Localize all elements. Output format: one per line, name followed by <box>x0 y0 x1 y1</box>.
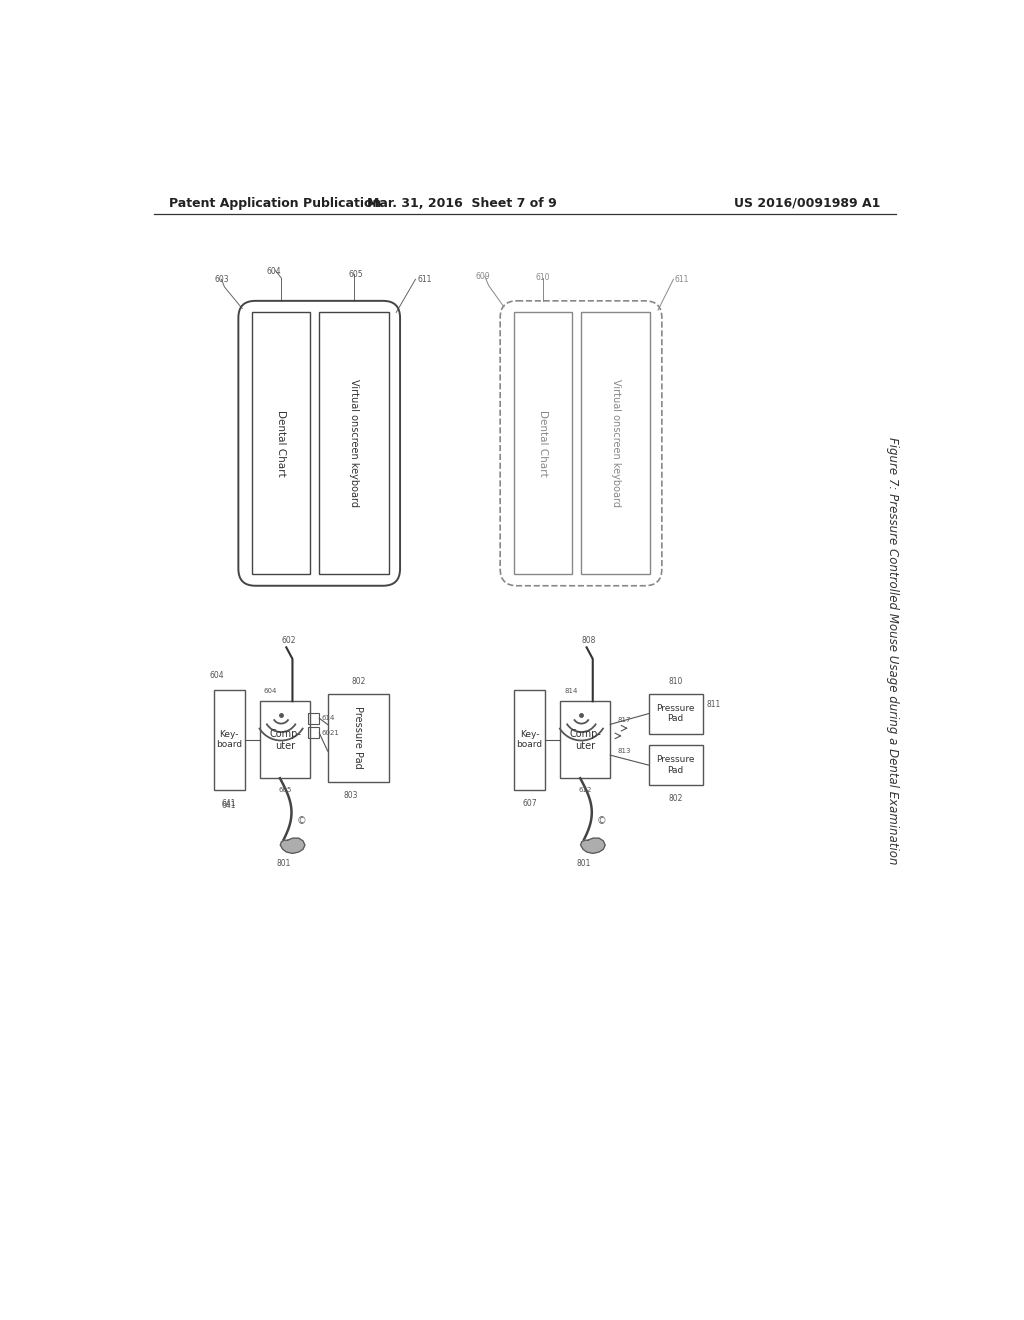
Text: 614: 614 <box>322 715 335 721</box>
Text: 641: 641 <box>222 800 237 809</box>
Text: 612: 612 <box>579 788 592 793</box>
Polygon shape <box>281 838 305 854</box>
Text: Figure 7: Pressure Controlled Mouse Usage during a Dental Examination: Figure 7: Pressure Controlled Mouse Usag… <box>887 437 899 865</box>
Text: Pressure
Pad: Pressure Pad <box>656 704 695 723</box>
Text: 801: 801 <box>276 859 291 869</box>
Text: US 2016/0091989 A1: US 2016/0091989 A1 <box>734 197 881 210</box>
Text: 803: 803 <box>343 792 358 800</box>
Bar <box>514 689 545 789</box>
Text: Comp-
uter: Comp- uter <box>269 729 301 751</box>
Text: Pressure Pad: Pressure Pad <box>353 706 364 770</box>
Text: 610: 610 <box>536 273 550 282</box>
Polygon shape <box>581 838 605 854</box>
Text: Key-
board: Key- board <box>516 730 543 750</box>
Text: Dental Chart: Dental Chart <box>276 411 286 477</box>
Bar <box>560 701 610 779</box>
Bar <box>308 727 319 738</box>
Bar <box>319 313 388 574</box>
Text: 602: 602 <box>282 636 296 645</box>
Bar <box>649 693 702 734</box>
Text: Pressure
Pad: Pressure Pad <box>656 755 695 775</box>
Text: 802: 802 <box>351 677 366 686</box>
Bar <box>252 313 310 574</box>
Text: ©: © <box>597 816 606 825</box>
Text: ©: © <box>297 816 306 825</box>
Text: 641: 641 <box>222 799 237 808</box>
Text: 603: 603 <box>214 275 228 284</box>
Text: Comp-
uter: Comp- uter <box>569 729 601 751</box>
Text: 611: 611 <box>417 275 431 284</box>
Text: 6021: 6021 <box>322 730 339 735</box>
Text: Mar. 31, 2016  Sheet 7 of 9: Mar. 31, 2016 Sheet 7 of 9 <box>367 197 556 210</box>
Text: Dental Chart: Dental Chart <box>538 411 548 477</box>
Text: 609: 609 <box>476 272 490 281</box>
Text: 810: 810 <box>669 677 683 686</box>
Text: Key-
board: Key- board <box>216 730 243 750</box>
Text: 604: 604 <box>210 672 224 681</box>
Bar <box>581 313 650 574</box>
Text: 801: 801 <box>577 859 591 869</box>
Text: 605: 605 <box>348 271 362 279</box>
Text: 611: 611 <box>675 275 689 284</box>
Text: Virtual onscreen keyboard: Virtual onscreen keyboard <box>349 379 358 507</box>
Bar <box>328 693 389 781</box>
Text: 607: 607 <box>522 799 537 808</box>
Text: Patent Application Publication: Patent Application Publication <box>169 197 381 210</box>
Text: 813: 813 <box>617 748 632 754</box>
Text: 808: 808 <box>582 636 596 645</box>
Text: 604: 604 <box>264 688 278 693</box>
Text: 605: 605 <box>279 788 292 793</box>
Bar <box>514 313 571 574</box>
Bar <box>649 744 702 785</box>
Text: Virtual onscreen keyboard: Virtual onscreen keyboard <box>610 379 621 507</box>
Text: 817: 817 <box>617 718 632 723</box>
Text: 814: 814 <box>564 688 578 693</box>
Text: 811: 811 <box>707 700 721 709</box>
Text: 604: 604 <box>266 267 281 276</box>
Bar <box>260 701 310 779</box>
Bar <box>308 713 319 723</box>
Bar <box>214 689 245 789</box>
Text: 802: 802 <box>669 795 683 804</box>
